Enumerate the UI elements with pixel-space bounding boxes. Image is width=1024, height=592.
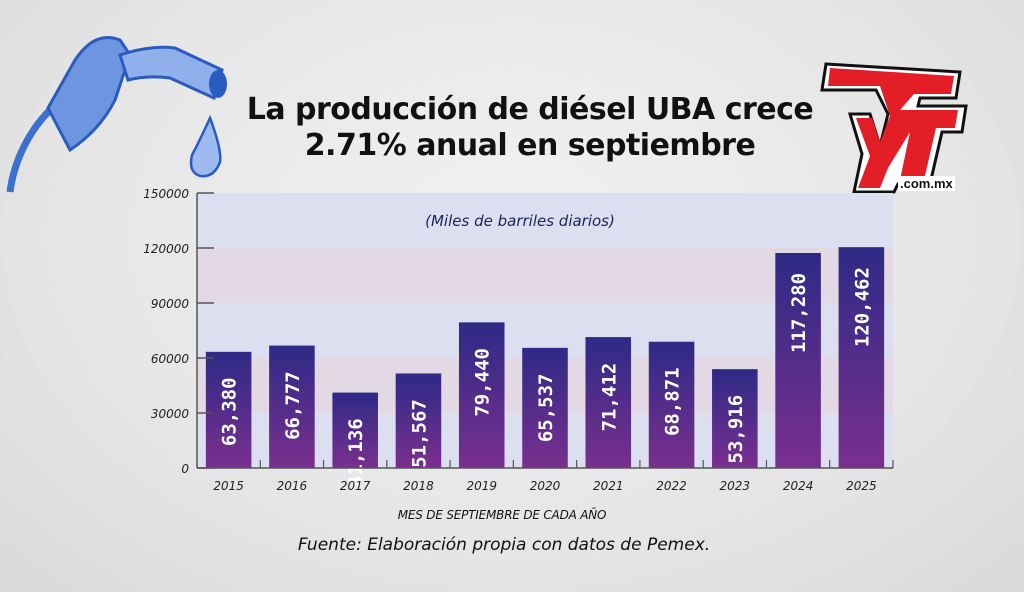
bar-2015 bbox=[205, 351, 252, 468]
x-tick-label: 2025 bbox=[846, 479, 877, 493]
bar-2024 bbox=[775, 252, 821, 468]
y-tick-label: 150000 bbox=[143, 187, 189, 201]
x-tick-label: 2021 bbox=[593, 479, 624, 493]
data-label: 68,871 bbox=[662, 367, 684, 436]
bar-2022 bbox=[648, 341, 695, 468]
x-tick-label: 2015 bbox=[213, 479, 244, 493]
x-tick-label: 2016 bbox=[277, 479, 308, 493]
fuel-nozzle-illustration bbox=[6, 36, 227, 193]
data-label: 79,440 bbox=[472, 348, 494, 417]
y-tick-label: 0 bbox=[181, 462, 189, 476]
title-line-2: 2.71% anual en septiembre bbox=[304, 128, 756, 163]
tyt-logo bbox=[820, 62, 968, 194]
y-tick-label: 120000 bbox=[143, 242, 189, 256]
data-label: 41,136 bbox=[345, 418, 367, 487]
hose bbox=[6, 107, 53, 193]
chart-title: La producción de diésel UBA crece 2.71% … bbox=[230, 92, 830, 164]
drop-icon bbox=[189, 114, 222, 178]
bar-2023 bbox=[712, 369, 758, 468]
x-tick-label: 2023 bbox=[720, 479, 751, 493]
bar-2020 bbox=[522, 347, 568, 468]
data-label: 51,567 bbox=[408, 399, 430, 468]
nozzle-spout bbox=[118, 45, 224, 101]
bar-2016 bbox=[269, 345, 315, 468]
data-label: 117,280 bbox=[788, 273, 810, 353]
data-label: 120,462 bbox=[851, 267, 873, 347]
y-tick-label: 60000 bbox=[151, 352, 190, 366]
bar-2025 bbox=[838, 247, 885, 468]
title-line-1: La producción de diésel UBA crece bbox=[246, 92, 814, 127]
bar-2021 bbox=[585, 337, 632, 468]
y-tick-label: 90000 bbox=[151, 297, 190, 311]
spout-tip bbox=[209, 70, 227, 98]
bar-2018 bbox=[395, 373, 442, 468]
plot-band bbox=[197, 193, 893, 248]
chart-subtitle: (Miles de barriles diarios) bbox=[425, 212, 615, 230]
x-tick-label: 2017 bbox=[340, 479, 371, 493]
x-tick-label: 2020 bbox=[530, 479, 561, 493]
x-tick-label: 2019 bbox=[466, 479, 497, 493]
logo-mark bbox=[828, 68, 958, 188]
data-label: 53,916 bbox=[725, 395, 747, 464]
data-label: 66,777 bbox=[282, 371, 304, 440]
x-tick-label: 2018 bbox=[403, 479, 434, 493]
data-label: 71,412 bbox=[598, 363, 620, 432]
data-label: 63,380 bbox=[219, 377, 241, 446]
bar-2019 bbox=[458, 322, 505, 468]
x-tick-label: 2024 bbox=[783, 479, 814, 493]
y-tick-label: 30000 bbox=[151, 407, 190, 421]
data-label: 65,537 bbox=[535, 374, 557, 443]
logo-domain: .com.mx bbox=[898, 176, 955, 191]
nozzle-body bbox=[46, 36, 132, 153]
source-note: Fuente: Elaboración propia con datos de … bbox=[297, 535, 711, 555]
bar-2017 bbox=[332, 392, 378, 468]
x-axis-label: MES DE SEPTIEMBRE DE CADA AÑO bbox=[397, 508, 607, 522]
x-tick-label: 2022 bbox=[656, 479, 687, 493]
